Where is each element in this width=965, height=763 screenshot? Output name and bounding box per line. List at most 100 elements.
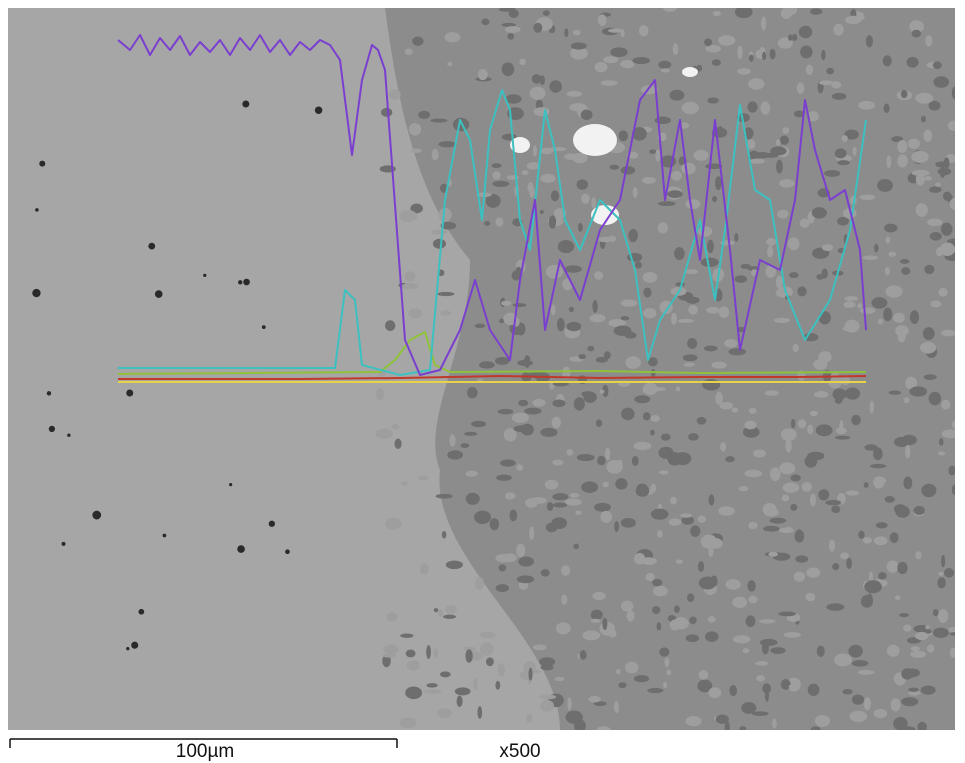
texture-spot bbox=[495, 357, 510, 365]
texture-spot bbox=[948, 466, 955, 476]
texture-spot bbox=[614, 701, 619, 713]
texture-spot bbox=[381, 108, 392, 117]
texture-spot bbox=[885, 285, 902, 297]
texture-spot bbox=[832, 563, 839, 570]
texture-spot bbox=[551, 304, 556, 315]
pore bbox=[67, 434, 70, 437]
texture-spot bbox=[496, 584, 509, 592]
texture-spot bbox=[739, 486, 749, 491]
texture-spot bbox=[667, 452, 682, 465]
texture-spot bbox=[526, 714, 532, 723]
texture-spot bbox=[475, 324, 486, 328]
texture-spot bbox=[848, 645, 862, 658]
texture-spot bbox=[465, 649, 472, 662]
texture-spot bbox=[900, 259, 910, 264]
texture-spot bbox=[933, 628, 949, 638]
texture-spot bbox=[473, 677, 478, 690]
texture-spot bbox=[814, 391, 829, 398]
texture-spot bbox=[938, 168, 952, 176]
texture-spot bbox=[756, 675, 765, 681]
texture-spot bbox=[789, 684, 797, 689]
texture-spot bbox=[581, 391, 594, 397]
texture-spot bbox=[552, 460, 563, 466]
texture-spot bbox=[725, 579, 740, 590]
texture-spot bbox=[720, 442, 726, 452]
texture-spot bbox=[739, 726, 746, 731]
texture-spot bbox=[927, 218, 942, 226]
texture-spot bbox=[719, 306, 729, 318]
texture-spot bbox=[642, 177, 656, 184]
texture-spot bbox=[715, 176, 721, 190]
texture-spot bbox=[937, 577, 946, 588]
texture-spot bbox=[766, 238, 776, 246]
texture-spot bbox=[871, 297, 887, 308]
texture-spot bbox=[578, 223, 583, 232]
texture-spot bbox=[930, 300, 941, 307]
texture-spot bbox=[475, 577, 484, 590]
texture-spot bbox=[807, 452, 824, 461]
texture-spot bbox=[517, 464, 524, 470]
texture-spot bbox=[693, 150, 708, 161]
texture-spot bbox=[402, 283, 419, 289]
texture-spot bbox=[929, 186, 942, 192]
texture-spot bbox=[888, 252, 896, 257]
texture-spot bbox=[772, 718, 777, 728]
texture-spot bbox=[929, 101, 941, 111]
texture-spot bbox=[690, 525, 700, 537]
pore bbox=[35, 208, 39, 212]
texture-spot bbox=[659, 470, 669, 474]
texture-spot bbox=[438, 141, 456, 147]
texture-spot bbox=[816, 424, 833, 436]
texture-spot bbox=[852, 660, 869, 667]
texture-spot bbox=[923, 130, 932, 143]
texture-spot bbox=[709, 494, 715, 505]
texture-spot bbox=[912, 30, 922, 38]
texture-spot bbox=[901, 697, 918, 706]
texture-spot bbox=[522, 170, 529, 175]
pore bbox=[315, 106, 323, 114]
texture-spot bbox=[858, 531, 864, 539]
texture-spot bbox=[621, 166, 636, 174]
texture-spot bbox=[904, 397, 910, 403]
texture-spot bbox=[779, 179, 795, 187]
texture-spot bbox=[781, 679, 791, 690]
texture-spot bbox=[564, 28, 568, 37]
texture-spot bbox=[833, 24, 843, 36]
texture-spot bbox=[592, 300, 597, 313]
texture-spot bbox=[383, 645, 398, 655]
texture-spot bbox=[782, 495, 790, 502]
texture-spot bbox=[781, 8, 792, 19]
texture-spot bbox=[434, 608, 439, 612]
texture-spot bbox=[650, 415, 659, 422]
texture-spot bbox=[807, 425, 813, 435]
texture-spot bbox=[643, 288, 651, 298]
texture-spot bbox=[806, 568, 820, 578]
texture-spot bbox=[400, 718, 417, 728]
texture-spot bbox=[541, 569, 550, 576]
texture-spot bbox=[845, 320, 860, 333]
texture-spot bbox=[502, 62, 515, 76]
texture-spot bbox=[729, 685, 737, 696]
texture-spot bbox=[874, 244, 879, 253]
texture-spot bbox=[639, 25, 649, 36]
texture-spot bbox=[447, 62, 452, 66]
texture-spot bbox=[621, 601, 633, 612]
texture-spot bbox=[805, 593, 815, 601]
texture-spot bbox=[409, 123, 421, 135]
texture-spot bbox=[574, 397, 585, 410]
texture-spot bbox=[620, 60, 635, 68]
texture-spot bbox=[566, 91, 582, 97]
texture-spot bbox=[382, 653, 396, 657]
texture-spot bbox=[420, 563, 429, 574]
texture-spot bbox=[661, 433, 671, 440]
texture-spot bbox=[505, 492, 516, 499]
texture-spot bbox=[432, 149, 439, 160]
texture-spot bbox=[797, 82, 804, 94]
pore bbox=[238, 280, 242, 284]
texture-spot bbox=[525, 498, 538, 508]
texture-spot bbox=[816, 274, 824, 280]
texture-spot bbox=[449, 434, 455, 447]
texture-spot bbox=[743, 648, 750, 653]
texture-spot bbox=[517, 575, 534, 583]
texture-spot bbox=[477, 706, 482, 719]
